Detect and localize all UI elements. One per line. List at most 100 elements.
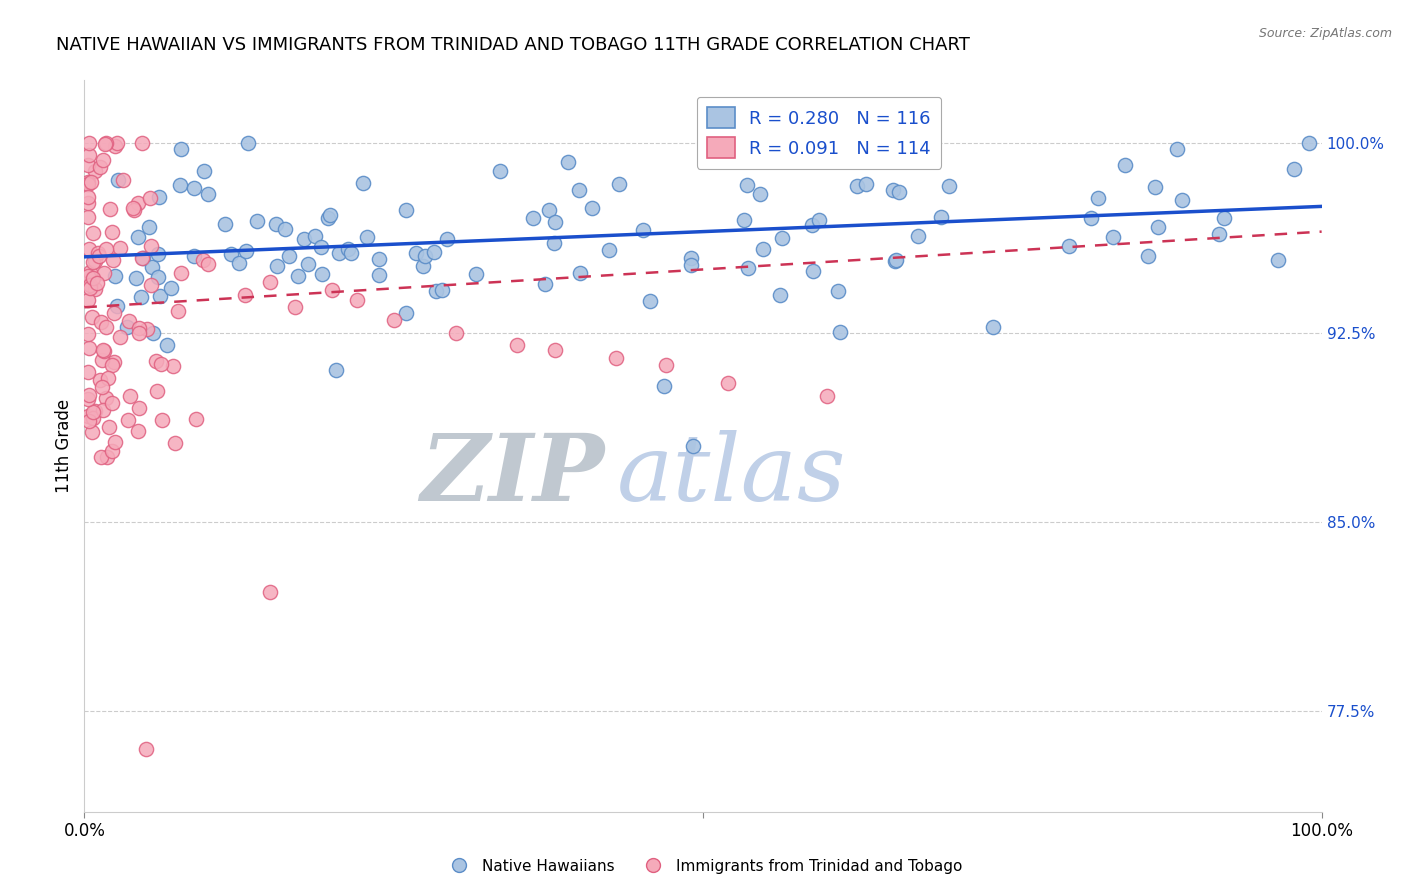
Point	[77, 326, 100, 341]
Point	[733, 212, 755, 227]
Point	[110, 330, 132, 344]
Point	[803, 150, 825, 164]
Point	[77, 409, 100, 424]
Point	[96, 391, 118, 405]
Point	[1298, 136, 1320, 151]
Point	[139, 278, 162, 293]
Point	[1059, 239, 1081, 253]
Point	[191, 253, 214, 268]
Point	[1144, 179, 1167, 194]
Point	[752, 242, 775, 256]
Point	[800, 218, 823, 232]
Point	[748, 187, 770, 202]
Point	[607, 177, 630, 191]
Point	[193, 164, 215, 178]
Point	[98, 202, 121, 216]
Point	[884, 253, 907, 268]
Point	[77, 210, 100, 224]
Point	[522, 211, 544, 226]
Point	[120, 389, 142, 403]
Point	[125, 271, 148, 285]
Point	[444, 326, 467, 340]
Legend: Native Hawaiians, Immigrants from Trinidad and Tobago: Native Hawaiians, Immigrants from Trinid…	[437, 853, 969, 880]
Point	[278, 249, 301, 263]
Point	[346, 293, 368, 307]
Point	[246, 214, 269, 228]
Point	[142, 326, 165, 340]
Point	[183, 249, 205, 263]
Point	[82, 226, 104, 240]
Point	[77, 365, 100, 379]
Point	[259, 585, 281, 599]
Point	[238, 136, 260, 151]
Point	[101, 225, 124, 239]
Point	[167, 304, 190, 318]
Point	[131, 136, 153, 151]
Point	[77, 158, 100, 172]
Point	[121, 201, 143, 215]
Point	[104, 138, 127, 153]
Point	[717, 376, 740, 390]
Point	[413, 249, 436, 263]
Point	[1087, 191, 1109, 205]
Point	[128, 401, 150, 415]
Point	[356, 229, 378, 244]
Point	[77, 341, 100, 355]
Point	[538, 202, 561, 217]
Point	[148, 246, 170, 260]
Point	[887, 185, 910, 199]
Point	[148, 289, 170, 303]
Point	[80, 175, 103, 189]
Point	[640, 294, 662, 309]
Point	[737, 260, 759, 275]
Point	[90, 352, 112, 367]
Point	[103, 306, 125, 320]
Point	[682, 439, 704, 453]
Point	[284, 300, 307, 314]
Point	[815, 388, 838, 402]
Point	[436, 232, 458, 246]
Point	[264, 217, 287, 231]
Point	[412, 259, 434, 273]
Point	[131, 251, 153, 265]
Point	[432, 284, 454, 298]
Point	[150, 357, 173, 371]
Point	[89, 373, 111, 387]
Point	[297, 257, 319, 271]
Point	[543, 343, 565, 358]
Point	[557, 155, 579, 169]
Point	[1101, 230, 1123, 244]
Point	[101, 358, 124, 372]
Point	[103, 354, 125, 368]
Point	[94, 320, 117, 334]
Point	[90, 315, 112, 329]
Point	[340, 245, 363, 260]
Point	[80, 310, 103, 324]
Point	[122, 203, 145, 218]
Point	[77, 388, 100, 402]
Text: atlas: atlas	[616, 430, 846, 520]
Point	[141, 260, 163, 275]
Point	[128, 321, 150, 335]
Point	[128, 326, 150, 340]
Point	[83, 253, 105, 268]
Point	[82, 425, 104, 439]
Point	[328, 245, 350, 260]
Point	[77, 414, 100, 428]
Point	[569, 266, 592, 280]
Point	[219, 247, 242, 261]
Point	[735, 178, 758, 193]
Point	[309, 240, 332, 254]
Point	[311, 267, 333, 281]
Point	[83, 163, 105, 178]
Point	[679, 251, 702, 265]
Point	[292, 232, 315, 246]
Point	[544, 215, 567, 229]
Point	[138, 191, 160, 205]
Point	[77, 293, 100, 307]
Point	[104, 269, 127, 284]
Point	[77, 196, 100, 211]
Point	[488, 163, 510, 178]
Point	[382, 313, 405, 327]
Point	[652, 378, 675, 392]
